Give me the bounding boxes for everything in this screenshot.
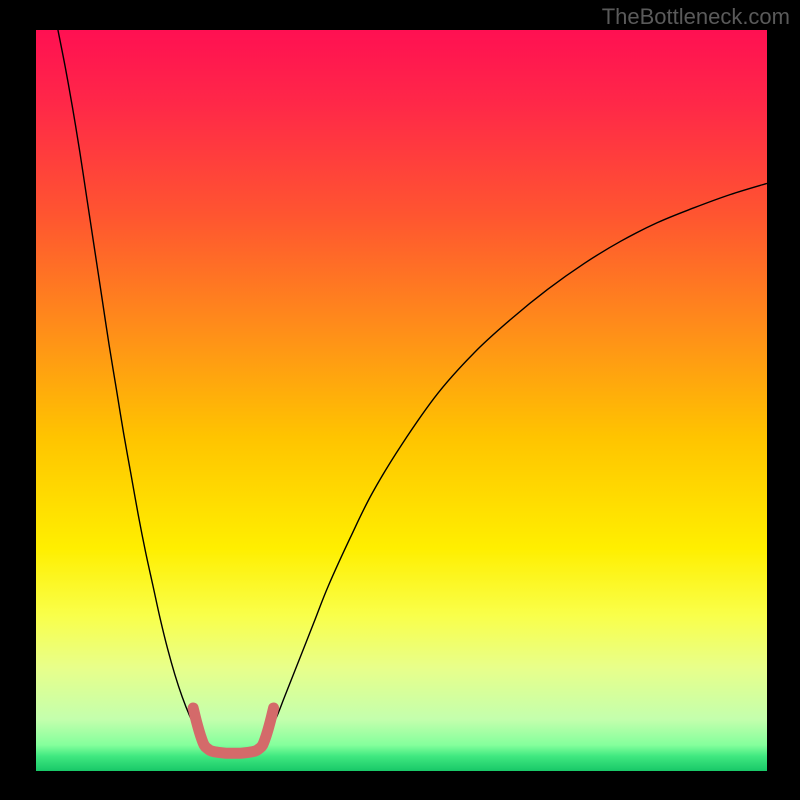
bottleneck-chart (36, 30, 767, 771)
watermark-text: TheBottleneck.com (602, 4, 790, 30)
chart-container: TheBottleneck.com (0, 0, 800, 800)
plot-area (36, 30, 767, 771)
